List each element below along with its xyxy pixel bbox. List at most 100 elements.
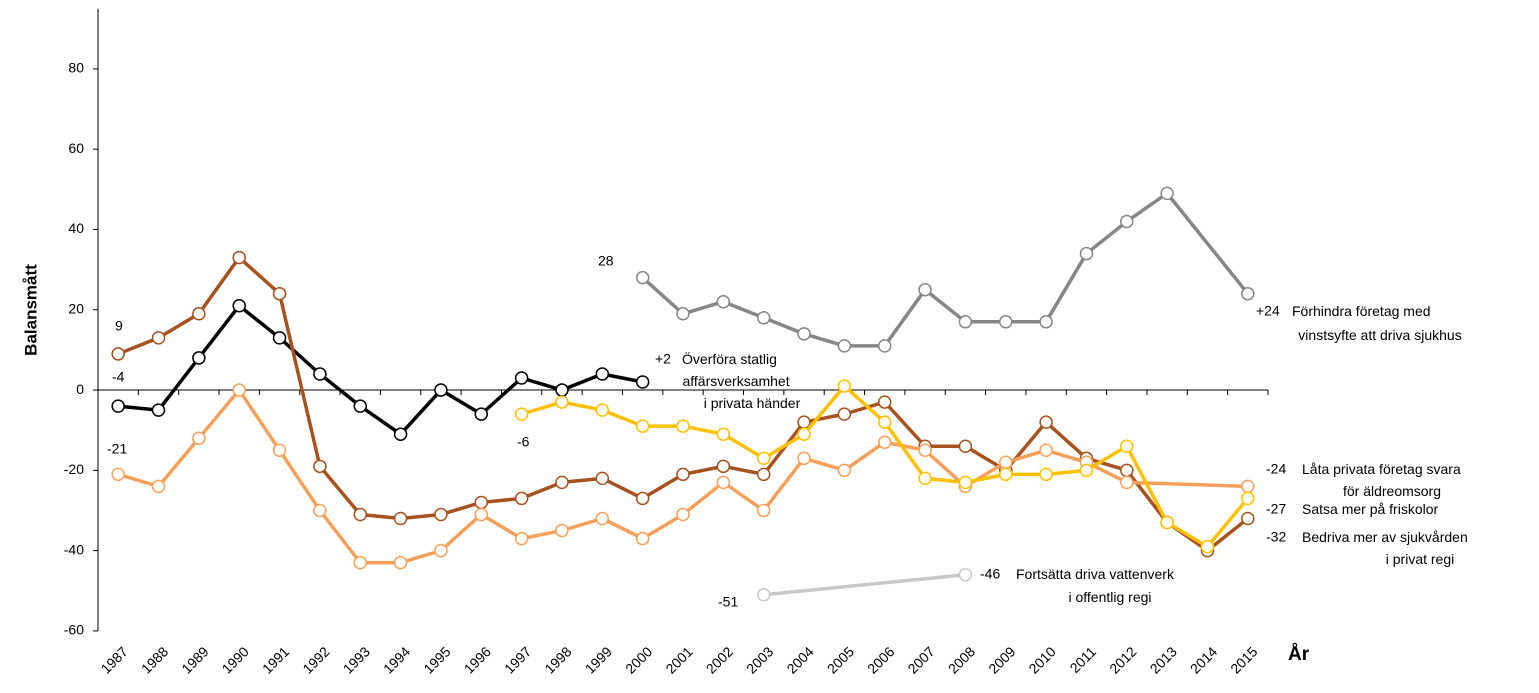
series-marker (1200, 539, 1215, 554)
series-marker (272, 286, 287, 301)
x-tick-label: 2010 (1025, 643, 1058, 676)
series-marker (434, 507, 448, 522)
series-marker (918, 443, 932, 458)
series-marker (514, 491, 529, 506)
series (111, 299, 650, 441)
x-tick-label: 2000 (622, 643, 655, 676)
series-marker (192, 351, 206, 365)
series-marker (635, 419, 650, 433)
series-marker (958, 439, 973, 453)
series-marker (111, 399, 125, 413)
series-marker (393, 555, 408, 570)
series-marker (837, 379, 852, 393)
x-tick-label: 1991 (259, 643, 292, 676)
series-marker (797, 451, 811, 466)
series-marker (877, 395, 892, 409)
series-marker (918, 282, 932, 297)
series-marker (151, 479, 166, 494)
series-marker (353, 399, 367, 413)
value-label: -4 (112, 369, 125, 385)
series-marker (1039, 467, 1053, 482)
series-marker (1079, 246, 1094, 261)
y-tick-label: -40 (64, 541, 84, 557)
series-marker (716, 475, 731, 490)
series (635, 186, 1255, 353)
x-tick-label: 2011 (1067, 643, 1100, 676)
series-marker (958, 315, 973, 329)
x-tick-label: 1997 (501, 643, 534, 676)
y-tick-label: -20 (64, 461, 84, 477)
x-tick-label: 1998 (541, 643, 574, 676)
series-marker (797, 327, 811, 341)
series (756, 567, 973, 602)
series-marker (595, 403, 610, 417)
y-axis-title: Balansmått (21, 264, 40, 356)
series-marker (958, 567, 973, 582)
x-tick-label: 1993 (340, 643, 373, 676)
series-marker (716, 427, 731, 441)
series-marker (474, 495, 489, 510)
series-marker (595, 471, 610, 486)
y-tick-label: 60 (68, 140, 84, 156)
series-marker (1160, 186, 1174, 201)
value-label: -51 (718, 594, 738, 610)
series-marker (151, 403, 166, 417)
value-label: -46 (980, 566, 1000, 582)
value-label: 9 (115, 318, 123, 334)
series-marker (1079, 463, 1094, 478)
series (514, 379, 1255, 554)
value-label: 28 (598, 253, 614, 269)
series-marker (877, 435, 892, 449)
series-marker (353, 555, 367, 570)
series-marker (313, 503, 327, 518)
value-label: +24 (1256, 303, 1280, 319)
series-line (763, 572, 966, 597)
x-tick-label: 1996 (461, 643, 494, 676)
series-name: Låta privata företag svara för äldreomso… (1302, 461, 1465, 499)
series-marker (111, 347, 125, 361)
value-label: -27 (1266, 501, 1286, 517)
series-marker (1160, 515, 1174, 530)
series-marker (716, 459, 731, 474)
series-marker (151, 331, 166, 345)
series-marker (837, 339, 852, 353)
series-marker (1241, 479, 1255, 494)
series-marker (555, 523, 569, 538)
series-marker (313, 367, 327, 381)
series-marker (1120, 463, 1134, 478)
x-tick-label: 2013 (1147, 643, 1180, 676)
x-tick-label: 2015 (1227, 643, 1260, 676)
value-label: -32 (1266, 529, 1286, 545)
series-marker (676, 467, 690, 482)
series-marker (555, 383, 569, 397)
series-marker (192, 431, 206, 445)
series-line (117, 255, 1249, 553)
series-marker (555, 395, 569, 409)
series-marker (474, 507, 489, 522)
series-marker (555, 475, 569, 490)
series-marker (111, 467, 125, 482)
series (111, 383, 1255, 570)
value-label: -24 (1266, 461, 1286, 477)
x-tick-label: 2009 (985, 643, 1018, 676)
series-marker (272, 443, 287, 458)
series-marker (797, 415, 811, 429)
series-marker (1241, 286, 1255, 301)
value-label: -6 (517, 434, 530, 450)
series-marker (837, 463, 852, 478)
series-marker (393, 511, 408, 526)
series-marker (192, 307, 206, 321)
x-tick-label: 1989 (178, 643, 211, 676)
x-axis-title: År (1288, 644, 1310, 665)
series-marker (999, 467, 1013, 482)
y-tick-label: 80 (68, 60, 84, 76)
x-tick-label: 2007 (904, 643, 937, 676)
series-line (117, 304, 643, 436)
series-marker (474, 407, 489, 421)
x-tick-label: 2002 (703, 643, 736, 676)
series-marker (877, 415, 892, 429)
x-tick-label: 1999 (582, 643, 615, 676)
x-tick-label: 2001 (662, 643, 695, 676)
series-marker (232, 383, 246, 397)
